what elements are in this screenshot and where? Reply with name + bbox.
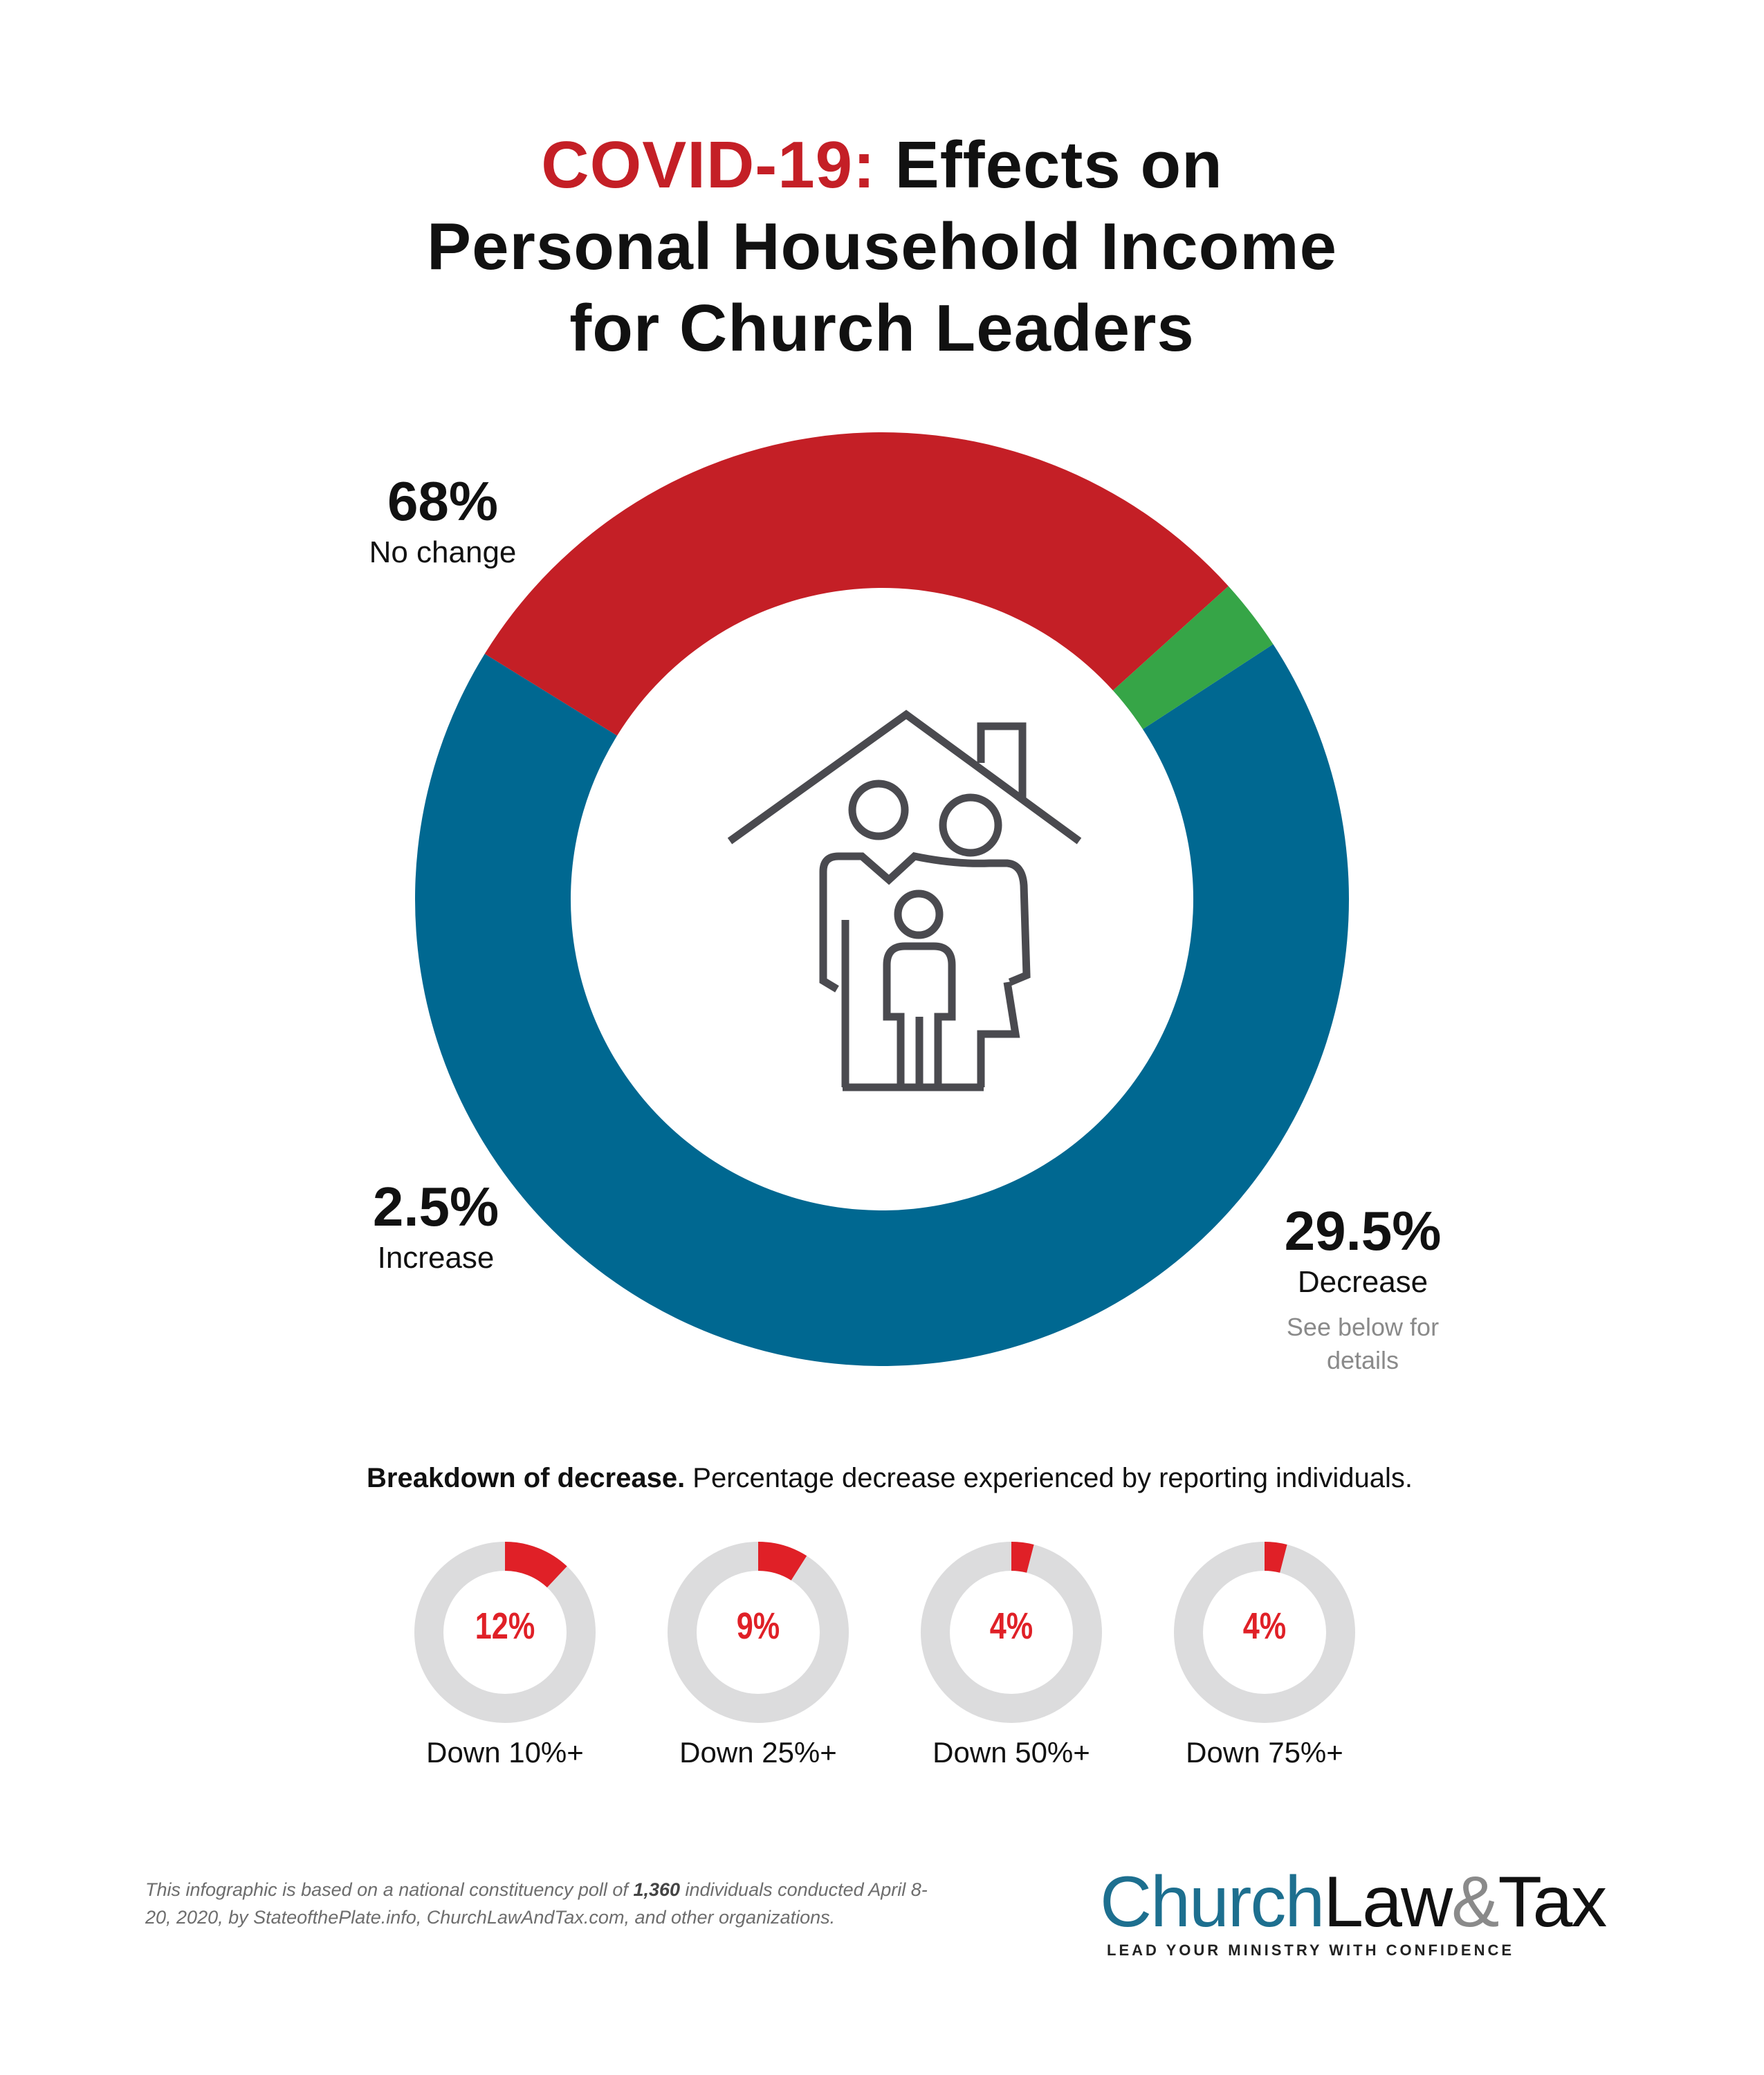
increase-label: Increase <box>377 1241 495 1275</box>
family-house-icon <box>727 710 1082 1091</box>
footnote: This infographic is based on a national … <box>145 1876 941 1931</box>
small-donut-1-percent: 12% <box>475 1605 535 1647</box>
small-donut-2: 9% Down 25%+ <box>641 1529 876 1805</box>
small-donut-3: 4% Down 50%+ <box>894 1529 1129 1805</box>
logo-tagline: LEAD YOUR MINISTRY WITH CONFIDENCE <box>1107 1942 1515 1959</box>
label-no-change: 68% No change <box>325 470 560 573</box>
small-donut-1-chart <box>414 1542 596 1723</box>
small-donut-2-slice <box>757 1542 807 1581</box>
small-donut-3-chart <box>921 1542 1102 1723</box>
logo-tax: Tax <box>1498 1862 1607 1942</box>
small-donut-4: 4% Down 75%+ <box>1147 1529 1382 1805</box>
footnote-count: 1,360 <box>633 1879 681 1900</box>
title-accent: COVID-19: <box>541 128 876 202</box>
small-donut-3-label: Down 50%+ <box>932 1736 1090 1769</box>
footnote-text-2: individuals conducted April 8-20, 2020, … <box>145 1879 928 1928</box>
small-donut-1-label: Down 10%+ <box>426 1736 584 1769</box>
logo-ampersand: & <box>1451 1862 1499 1942</box>
page-title: COVID-19: Effects on Personal Household … <box>0 124 1764 369</box>
small-donut-2-label: Down 25%+ <box>679 1736 837 1769</box>
increase-percent: 2.5% <box>372 1176 499 1237</box>
label-increase: 2.5% Increase <box>318 1176 553 1278</box>
small-donut-4-percent: 4% <box>1242 1605 1287 1647</box>
no-change-percent: 68% <box>387 470 499 532</box>
small-donut-4-slice <box>1264 1542 1287 1573</box>
title-line2: Personal Household Income <box>427 210 1337 284</box>
title-line3: for Church Leaders <box>569 291 1195 365</box>
small-donut-3-percent: 4% <box>989 1605 1033 1647</box>
slice-decrease <box>484 432 1229 736</box>
small-donut-1: 12% Down 10%+ <box>387 1529 623 1805</box>
small-donut-2-percent: 9% <box>736 1605 780 1647</box>
logo-church: Church <box>1100 1862 1325 1942</box>
small-donut-2-chart <box>668 1542 849 1723</box>
no-change-label: No change <box>369 535 517 569</box>
small-donut-4-chart <box>1174 1542 1355 1723</box>
label-decrease: 29.5% Decrease See below for details <box>1238 1200 1487 1377</box>
logo-wordmark: ChurchLaw&Tax <box>1100 1864 1626 1940</box>
breakdown-heading-bold: Breakdown of decrease. <box>367 1463 686 1493</box>
decrease-label: Decrease <box>1297 1265 1428 1299</box>
logo-law: Law <box>1323 1862 1453 1942</box>
title-line1: Effects on <box>876 128 1223 202</box>
breakdown-heading-text: Percentage decrease experienced by repor… <box>685 1463 1413 1493</box>
church-law-tax-logo: ChurchLaw&Tax LEAD YOUR MINISTRY WITH CO… <box>1100 1864 1626 1959</box>
small-donut-4-label: Down 75%+ <box>1186 1736 1343 1769</box>
decrease-percent: 29.5% <box>1284 1200 1442 1262</box>
small-donut-3-slice <box>1011 1542 1034 1573</box>
decrease-note-line1: See below for <box>1286 1313 1440 1341</box>
decrease-note-line2: details <box>1326 1346 1399 1374</box>
main-donut-chart <box>415 432 1350 1367</box>
footnote-text-1: This infographic is based on a national … <box>145 1879 634 1900</box>
breakdown-heading: Breakdown of decrease. Percentage decrea… <box>367 1463 1413 1494</box>
small-donut-1-slice <box>504 1542 567 1588</box>
slice-increase <box>1112 586 1274 730</box>
slice-no-change <box>415 644 1350 1367</box>
